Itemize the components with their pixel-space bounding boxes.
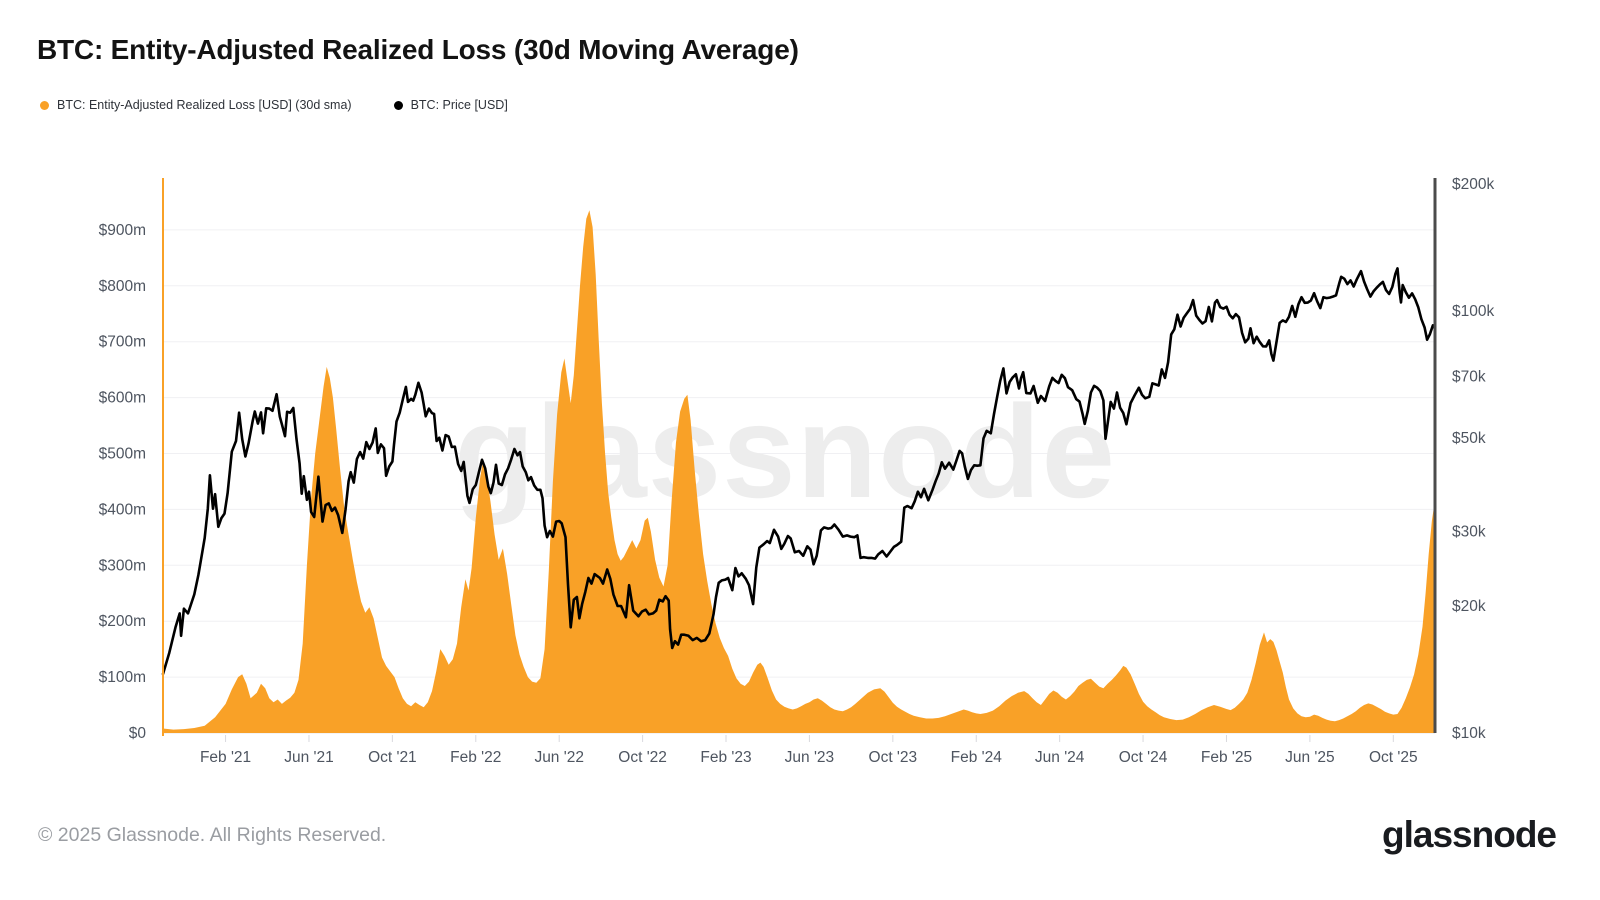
legend-dot-realized-loss-icon <box>40 100 49 110</box>
legend-item-realized-loss[interactable]: BTC: Entity-Adjusted Realized Loss [USD]… <box>40 98 352 112</box>
right-axis-label: $30k <box>1452 524 1486 541</box>
right-axis-label: $10k <box>1452 725 1486 742</box>
x-tick-label: Oct '25 <box>1369 749 1418 766</box>
glassnode-logo: glassnode <box>1382 814 1557 855</box>
left-axis-label: $200m <box>99 613 146 630</box>
x-tick-label: Feb '25 <box>1201 749 1252 766</box>
x-tick-label: Jun '23 <box>785 749 835 766</box>
x-tick-label: Jun '24 <box>1035 749 1085 766</box>
left-axis-label: $0 <box>129 725 147 742</box>
x-tick-label: Jun '22 <box>534 749 584 766</box>
left-axis-label: $700m <box>99 334 146 351</box>
right-axis-label: $50k <box>1452 430 1486 447</box>
legend-label-realized-loss: BTC: Entity-Adjusted Realized Loss [USD]… <box>57 98 352 112</box>
x-tick-label: Feb '21 <box>200 749 251 766</box>
left-axis-label: $300m <box>99 557 146 574</box>
x-tick-label: Feb '24 <box>951 749 1003 766</box>
right-axis-label: $20k <box>1452 598 1486 615</box>
left-axis-label: $900m <box>99 222 146 239</box>
x-tick-label: Oct '22 <box>618 749 667 766</box>
left-axis-label: $100m <box>99 669 146 686</box>
right-axis-label: $100k <box>1452 303 1494 320</box>
page-title: BTC: Entity-Adjusted Realized Loss (30d … <box>37 34 799 65</box>
copyright-text: © 2025 Glassnode. All Rights Reserved. <box>38 824 387 846</box>
x-tick-label: Oct '23 <box>869 749 918 766</box>
legend-item-price[interactable]: BTC: Price [USD] <box>393 98 508 112</box>
right-axis-label: $70k <box>1452 368 1486 385</box>
realized-loss-area <box>163 210 1435 734</box>
left-axis-label: $800m <box>99 278 146 295</box>
x-tick-label: Jun '21 <box>284 749 334 766</box>
x-tick-label: Jun '25 <box>1285 749 1335 766</box>
left-axis-label: $400m <box>99 501 146 518</box>
chart-legend: BTC: Entity-Adjusted Realized Loss [USD]… <box>40 98 508 112</box>
left-axis-label: $600m <box>99 390 146 407</box>
x-tick-label: Feb '23 <box>700 749 751 766</box>
legend-dot-price-icon <box>393 100 403 110</box>
x-tick-label: Oct '24 <box>1119 749 1168 766</box>
x-tick-label: Feb '22 <box>450 749 501 766</box>
price-line <box>161 267 1437 676</box>
legend-label-price: BTC: Price [USD] <box>410 98 508 112</box>
left-axis-label: $500m <box>99 446 146 463</box>
x-tick-label: Oct '21 <box>368 749 417 766</box>
right-axis-label: $200k <box>1452 176 1494 193</box>
